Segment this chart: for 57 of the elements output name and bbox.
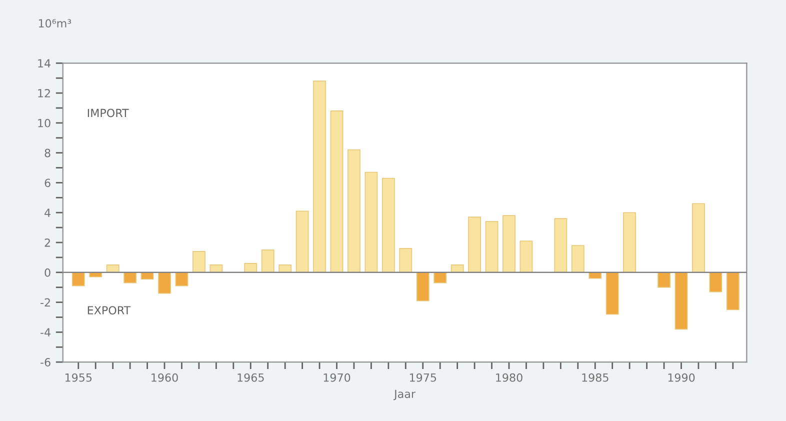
bar [606,272,619,315]
bar [502,215,516,273]
bar [416,272,430,302]
bar [658,272,670,288]
x-tick-label: 1985 [582,373,608,382]
bar [158,272,171,294]
bar [692,203,705,273]
x-tick-label: 1970 [324,373,350,382]
y-tick-label: -6 [40,358,50,366]
x-tick-label: 1965 [238,373,264,382]
bar [364,172,378,273]
x-tick-label: 1975 [410,373,436,382]
y-tick-label: 14 [38,59,50,68]
bar [296,210,309,273]
x-axis-title: Jaar [393,390,416,400]
y-tick-label: 10 [38,118,50,128]
bar [192,251,206,273]
bar [520,240,533,273]
y-tick-label: 6 [44,178,50,188]
bar [72,272,85,286]
bar [261,250,274,273]
bar [399,248,412,273]
x-tick-label: 1990 [668,373,695,382]
x-tick-label: 1955 [65,373,92,382]
bar [571,245,584,273]
bar [485,221,498,273]
bar [674,272,688,330]
bar [348,149,360,273]
y-axis-title: 10⁶m³ [38,19,72,28]
y-tick-label: 8 [44,148,50,158]
bar [124,272,137,284]
bar [468,216,481,273]
x-tick-label: 1980 [496,373,522,382]
bar [554,218,568,273]
bar [382,178,395,273]
annotation: IMPORT [88,108,129,118]
bar [313,80,326,273]
y-tick-label: 4 [44,208,50,217]
bar [623,212,636,273]
bar [330,110,344,273]
bar [106,264,120,273]
y-tick-label: -4 [40,328,50,336]
bar [434,272,447,284]
x-tick-label: 1960 [152,373,178,382]
bar [210,264,223,273]
bar [278,264,292,273]
y-tick-label: -2 [40,298,50,306]
y-tick-label: 12 [38,89,50,98]
bar [450,264,464,273]
bar [726,272,740,310]
y-tick-label: 2 [44,238,50,247]
bar [175,272,188,286]
y-tick-label: 0 [44,268,50,277]
bar [709,272,722,292]
annotation: EXPORT [88,306,131,314]
bar [244,263,258,273]
bar [588,272,602,279]
